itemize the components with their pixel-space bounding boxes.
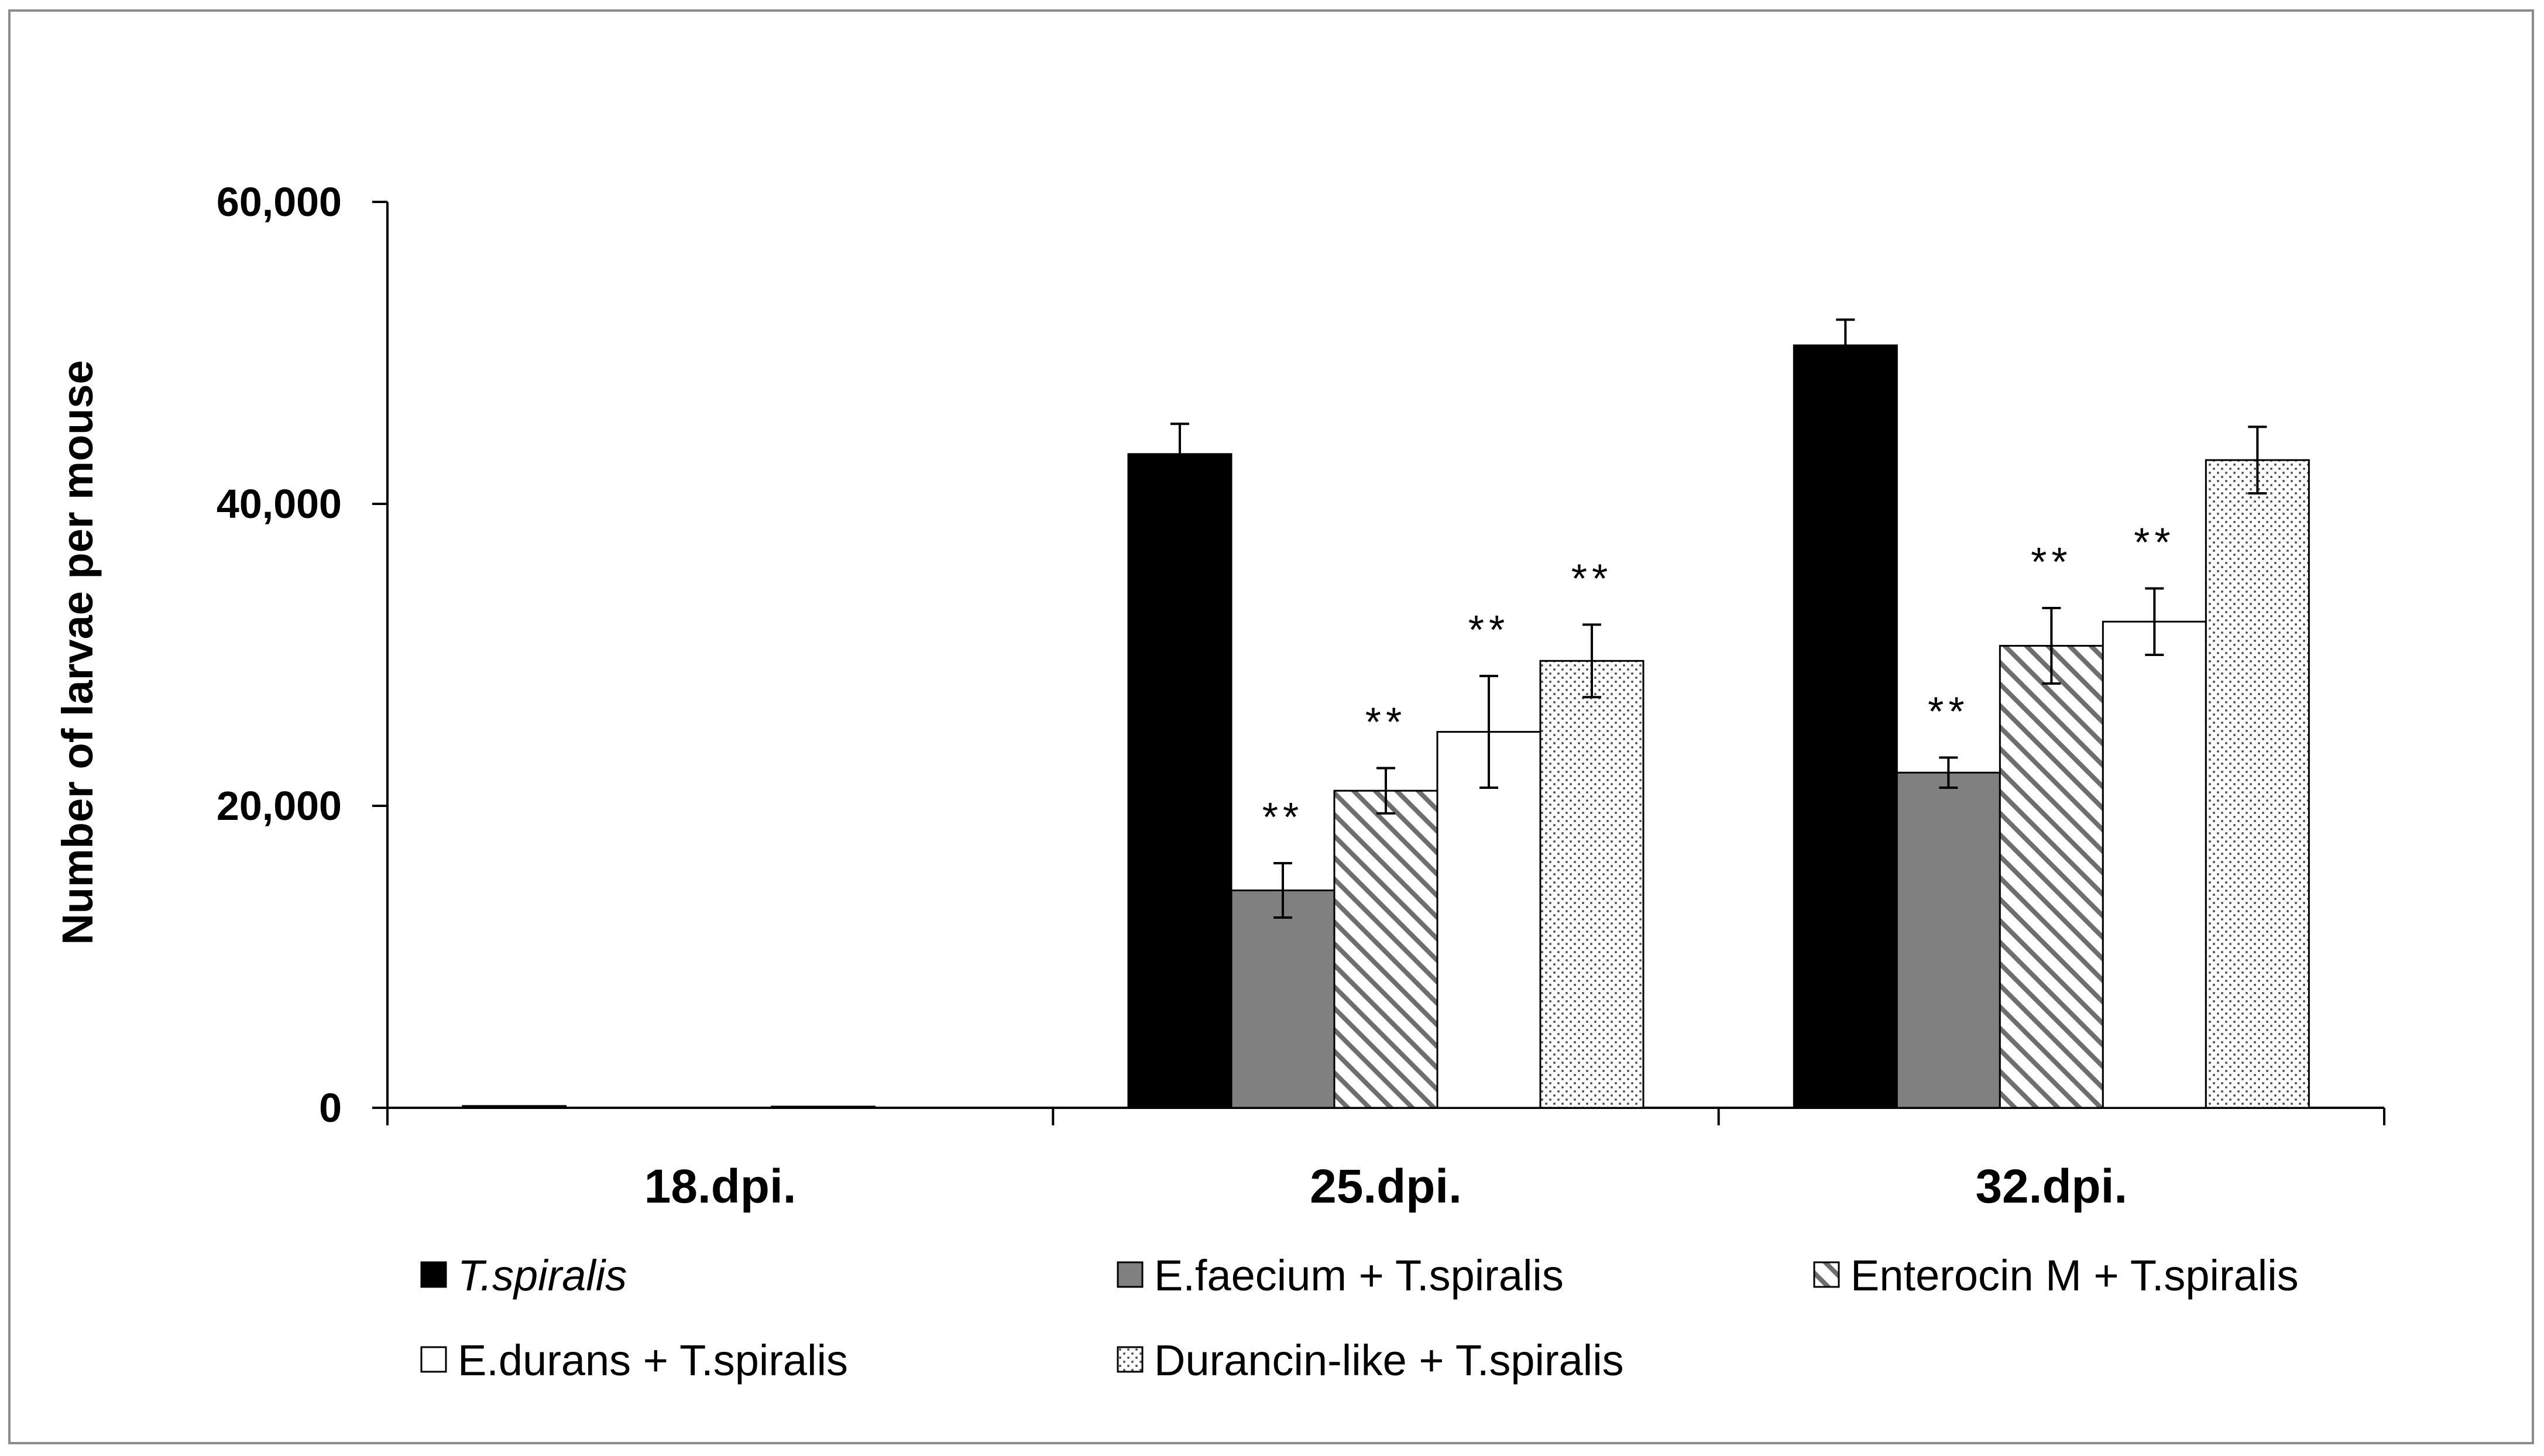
bar <box>1127 453 1232 1109</box>
legend-swatch <box>1813 1261 1840 1288</box>
x-tick-label: 32.dpi. <box>1975 1160 2127 1213</box>
labels-group: 0 20,000 40,000 60,000 18.dpi. 25.dpi. 32.dpi.… <box>217 179 2175 1213</box>
bar <box>2205 459 2310 1109</box>
significance-label: ** <box>1928 688 1969 734</box>
significance-label: ** <box>1365 699 1406 745</box>
bar <box>462 1105 567 1109</box>
bars-group <box>462 318 2310 1109</box>
bar <box>1539 660 1644 1109</box>
significance-label: ** <box>2031 539 2072 585</box>
y-tick-label: 20,000 <box>217 783 342 829</box>
y-axis-label: Number of larvae per mouse <box>53 360 102 945</box>
bar <box>1436 731 1541 1109</box>
bar <box>1793 344 1898 1109</box>
legend-label: T.spiralis <box>458 1251 627 1300</box>
bar <box>2102 620 2207 1109</box>
legend-swatch <box>1117 1346 1144 1373</box>
x-tick-label: 25.dpi. <box>1310 1160 1462 1213</box>
y-tick-label: 40,000 <box>217 481 342 527</box>
bar <box>1230 889 1335 1109</box>
significance-label: ** <box>2134 519 2175 565</box>
bar <box>771 1105 876 1109</box>
significance-label: ** <box>1571 555 1612 601</box>
legend-swatch <box>420 1346 447 1373</box>
legend-label: E.faecium + T.spiralis <box>1154 1251 1564 1300</box>
legend-swatch <box>420 1261 447 1288</box>
x-tick-label: 18.dpi. <box>644 1160 796 1213</box>
y-tick-label: 60,000 <box>217 179 342 225</box>
y-tick-label: 0 <box>319 1085 342 1131</box>
bar <box>1896 771 2001 1109</box>
legend-label: Durancin-like + T.spiralis <box>1154 1336 1624 1385</box>
legend-label: Enterocin M + T.spiralis <box>1851 1251 2299 1300</box>
bar <box>1999 645 2104 1109</box>
significance-label: ** <box>1468 607 1509 653</box>
legend-label: E.durans + T.spiralis <box>458 1336 848 1385</box>
significance-label: ** <box>1262 794 1303 840</box>
legend: T.spiralis E.faecium + T.spiralis Enteroci… <box>420 1251 2299 1385</box>
bar <box>1333 789 1438 1109</box>
legend-swatch <box>1117 1261 1144 1288</box>
